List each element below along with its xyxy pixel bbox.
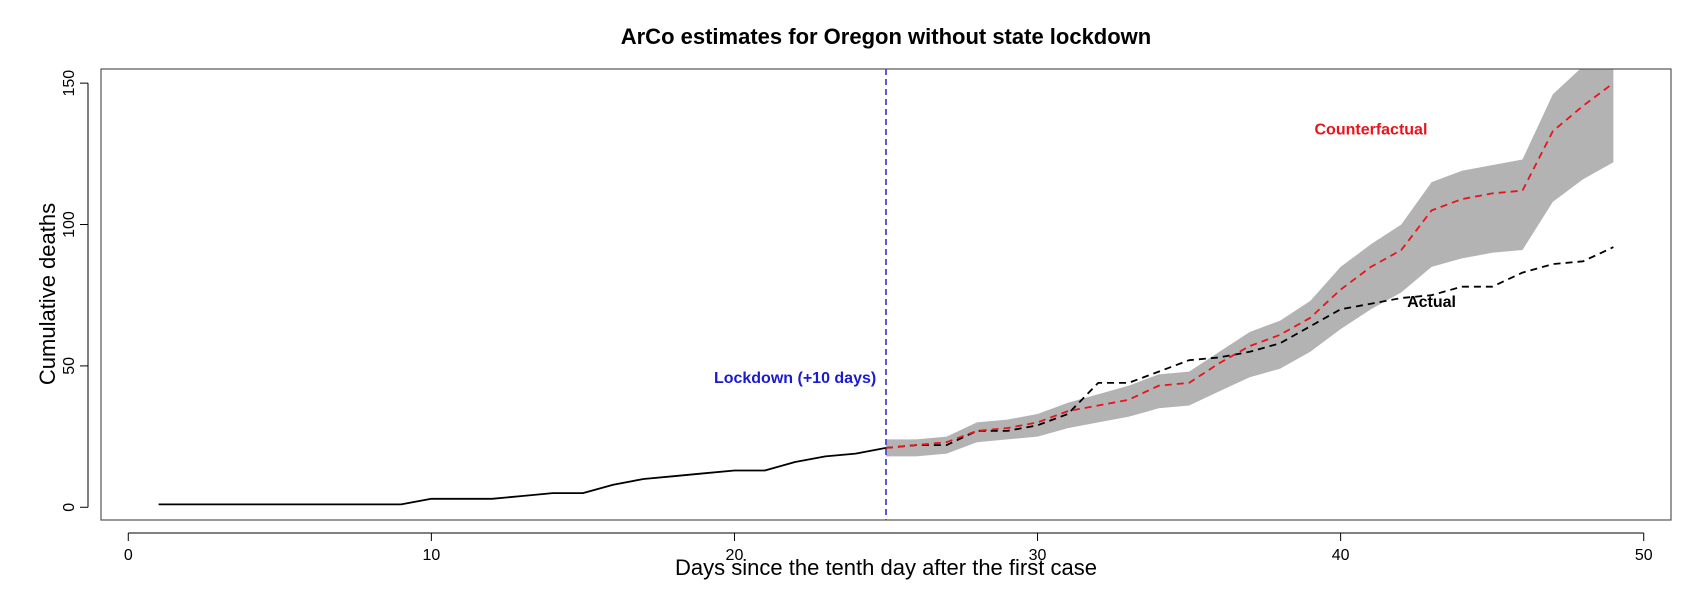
observed-series-line xyxy=(158,447,887,506)
x-tick-label: 10 xyxy=(422,547,440,564)
x-axis-label: Days since the tenth day after the first… xyxy=(675,555,1097,580)
x-tick-label: 40 xyxy=(1332,547,1350,564)
x-tick-label: 50 xyxy=(1635,547,1653,564)
y-tick-label: 50 xyxy=(61,357,78,375)
y-tick-label: 150 xyxy=(61,70,78,97)
actual-annotation: Actual xyxy=(1407,294,1456,311)
confidence-band xyxy=(886,69,1614,457)
series-layer xyxy=(158,69,1614,520)
counterfactual-series-line xyxy=(885,82,1614,449)
x-tick-label: 0 xyxy=(124,547,133,564)
lockdown-annotation: Lockdown (+10 days) xyxy=(714,370,876,387)
x-tick-label: 30 xyxy=(1029,547,1047,564)
x-tick-label: 20 xyxy=(726,547,744,564)
actual-series-line xyxy=(885,246,1614,449)
chart-title: ArCo estimates for Oregon without state … xyxy=(621,24,1152,49)
counterfactual-annotation: Counterfactual xyxy=(1314,121,1427,138)
y-tick-label: 100 xyxy=(61,211,78,238)
y-tick-label: 0 xyxy=(61,503,78,512)
confidence-band-layer xyxy=(886,69,1614,457)
y-axis-label: Cumulative deaths xyxy=(35,203,60,385)
axes: 0 10 20 30 40 50 0 50 100 150 xyxy=(61,68,1672,564)
